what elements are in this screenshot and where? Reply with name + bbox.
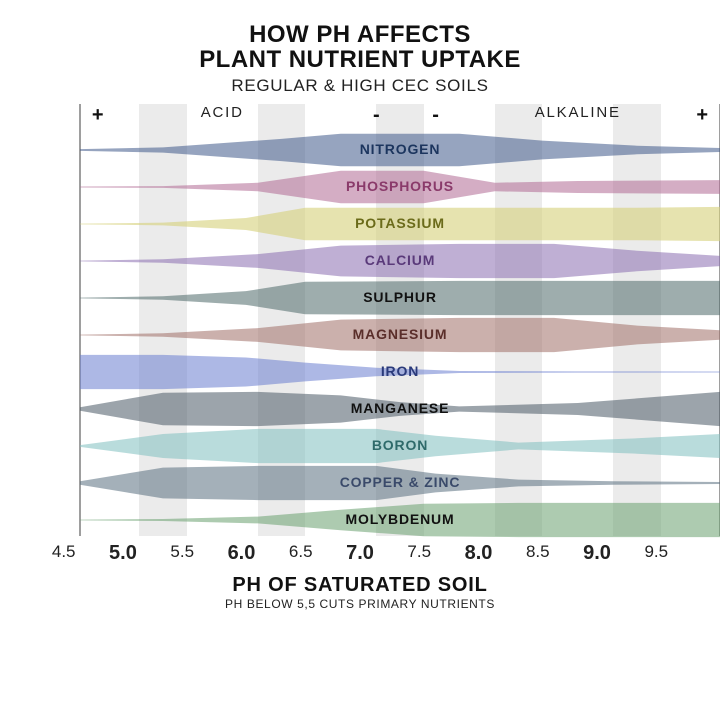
plus-right: + <box>696 104 708 127</box>
nutrient-band <box>80 243 720 279</box>
x-tick: 8.5 <box>526 542 550 562</box>
nutrient-band <box>80 428 720 464</box>
x-tick: 8.0 <box>465 542 493 565</box>
nutrient-band <box>80 169 720 205</box>
nutrient-band <box>80 280 720 316</box>
acid-label: ACID <box>201 104 244 121</box>
x-tick: 5.0 <box>109 542 137 565</box>
x-tick: 6.5 <box>289 542 313 562</box>
x-tick: 9.0 <box>583 542 611 565</box>
alkaline-label: ALKALINE <box>535 104 621 121</box>
x-axis-subtitle: PH BELOW 5,5 CUTS PRIMARY NUTRIENTS <box>0 597 720 611</box>
minus-right: - <box>432 104 439 127</box>
x-tick: 9.5 <box>644 542 668 562</box>
plus-left: + <box>92 104 104 127</box>
nutrient-band <box>80 354 720 390</box>
nutrient-band <box>80 391 720 427</box>
x-axis-title: PH OF SATURATED SOIL <box>0 574 720 597</box>
x-tick: 4.5 <box>52 542 76 562</box>
nutrient-band <box>80 206 720 242</box>
x-tick: 7.5 <box>407 542 431 562</box>
nutrient-ph-chart: ACIDALKALINE++--NITROGENPHOSPHORUSPOTASS… <box>80 104 720 536</box>
x-tick: 5.5 <box>170 542 194 562</box>
x-axis-ticks: 4.5 5.0 5.5 6.0 6.5 7.0 7.5 8.0 8.5 9.0 9.5 <box>40 542 680 572</box>
page-subtitle: REGULAR & HIGH CEC SOILS <box>0 76 720 96</box>
minus-left: - <box>373 104 380 127</box>
x-tick: 7.0 <box>346 542 374 565</box>
page-title: HOW PH AFFECTS PLANT NUTRIENT UPTAKE <box>0 0 720 72</box>
nutrient-band <box>80 465 720 501</box>
nutrient-band <box>80 502 720 538</box>
x-tick: 6.0 <box>228 542 256 565</box>
nutrient-band <box>80 317 720 353</box>
nutrient-band <box>80 132 720 168</box>
